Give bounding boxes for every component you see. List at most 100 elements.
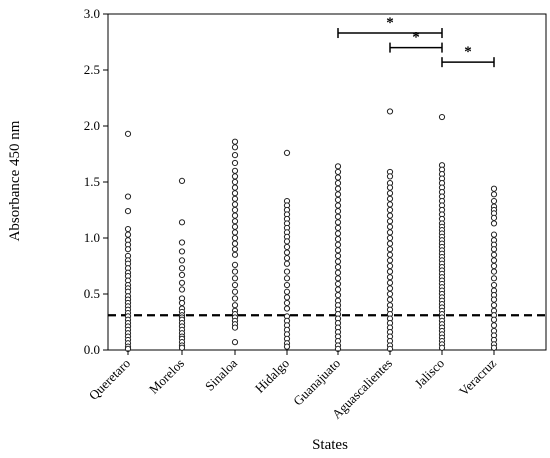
y-axis-ticks: 0.0 0.5 1.0 1.5 2.0 2.5 3.0 <box>84 6 108 357</box>
data-point <box>231 295 239 302</box>
data-point <box>231 324 239 331</box>
data-point <box>124 225 132 233</box>
data-point <box>490 281 498 289</box>
x-tick-label: Guanajuato <box>290 356 343 409</box>
data-point <box>178 344 186 351</box>
significance-star: * <box>464 44 472 60</box>
data-point <box>334 269 342 276</box>
data-point <box>386 234 394 242</box>
data-point <box>386 223 394 230</box>
data-point <box>231 281 239 289</box>
x-tick-label: Sinaloa <box>202 355 240 393</box>
data-point <box>386 190 394 197</box>
data-point <box>334 168 342 176</box>
data-point <box>334 202 342 209</box>
y-tick-label: 0.0 <box>84 342 100 357</box>
data-point <box>334 230 342 237</box>
data-point <box>334 163 342 170</box>
data-point <box>231 201 239 208</box>
data-point <box>124 246 132 253</box>
data-point <box>490 231 498 238</box>
x-axis-title: States <box>312 437 348 453</box>
data-point <box>334 252 342 260</box>
data-point <box>334 185 342 192</box>
data-point <box>334 275 342 282</box>
significance-brackets: * * * <box>337 15 495 68</box>
y-tick-label: 3.0 <box>84 6 100 21</box>
data-point <box>386 206 394 214</box>
data-point <box>231 268 239 275</box>
data-point <box>283 243 291 251</box>
data-point <box>231 218 239 225</box>
data-point <box>231 167 239 174</box>
data-point <box>386 285 394 292</box>
data-point <box>178 177 186 184</box>
data-point <box>334 236 342 243</box>
data-point <box>490 246 498 253</box>
data-point <box>231 206 239 214</box>
data-point <box>490 220 498 227</box>
data-point <box>386 212 394 219</box>
data-point <box>386 290 394 298</box>
data-point <box>231 223 239 230</box>
data-point <box>231 173 239 180</box>
data-point <box>334 219 342 226</box>
y-tick-label: 1.0 <box>84 230 100 245</box>
data-point <box>334 292 342 299</box>
data-point <box>334 224 342 232</box>
data-point <box>231 152 239 159</box>
data-point <box>334 280 342 288</box>
data-point <box>231 251 239 258</box>
data-point <box>490 262 498 270</box>
y-tick-label: 0.5 <box>84 286 100 301</box>
data-point <box>386 268 394 275</box>
data-point <box>386 218 394 225</box>
data-point <box>283 294 291 301</box>
data-point <box>178 265 186 272</box>
data-point <box>178 279 186 286</box>
data-point <box>490 302 498 309</box>
data-point <box>386 274 394 281</box>
data-point <box>386 229 394 236</box>
data-point <box>490 214 498 221</box>
data-point <box>386 257 394 264</box>
data-point <box>124 208 132 215</box>
data-point <box>490 275 498 282</box>
data-point <box>231 240 239 247</box>
significance-star: * <box>386 15 394 31</box>
plot-frame <box>107 13 547 351</box>
data-point <box>386 201 394 208</box>
data-point <box>124 193 132 200</box>
data-point <box>124 130 132 137</box>
data-point <box>334 191 342 198</box>
x-tick-label: Veracruz <box>456 355 499 398</box>
data-point <box>178 271 186 279</box>
data-point <box>490 197 498 205</box>
data-point <box>386 262 394 270</box>
data-point <box>231 144 239 151</box>
data-point <box>231 261 239 268</box>
data-point <box>490 322 498 329</box>
data-point <box>178 239 186 246</box>
data-point <box>231 159 239 167</box>
data-point <box>283 288 291 295</box>
data-point <box>283 305 291 312</box>
data-point <box>283 249 291 256</box>
y-tick-label: 2.0 <box>84 118 100 133</box>
data-point <box>490 296 498 303</box>
data-point <box>490 191 498 198</box>
x-tick-label: Hidalgo <box>252 356 292 396</box>
data-point <box>283 260 291 267</box>
data-point <box>231 275 239 282</box>
data-point <box>490 251 498 258</box>
data-point <box>231 234 239 242</box>
x-tick-label: Queretaro <box>86 356 133 403</box>
data-point <box>334 180 342 187</box>
data-point <box>124 231 132 238</box>
plot-border <box>107 13 547 351</box>
data-point <box>283 343 291 350</box>
data-point <box>334 264 342 271</box>
data-point <box>178 286 186 293</box>
data-point <box>283 275 291 282</box>
y-axis-title: Absorbance 450 nm <box>7 120 23 241</box>
